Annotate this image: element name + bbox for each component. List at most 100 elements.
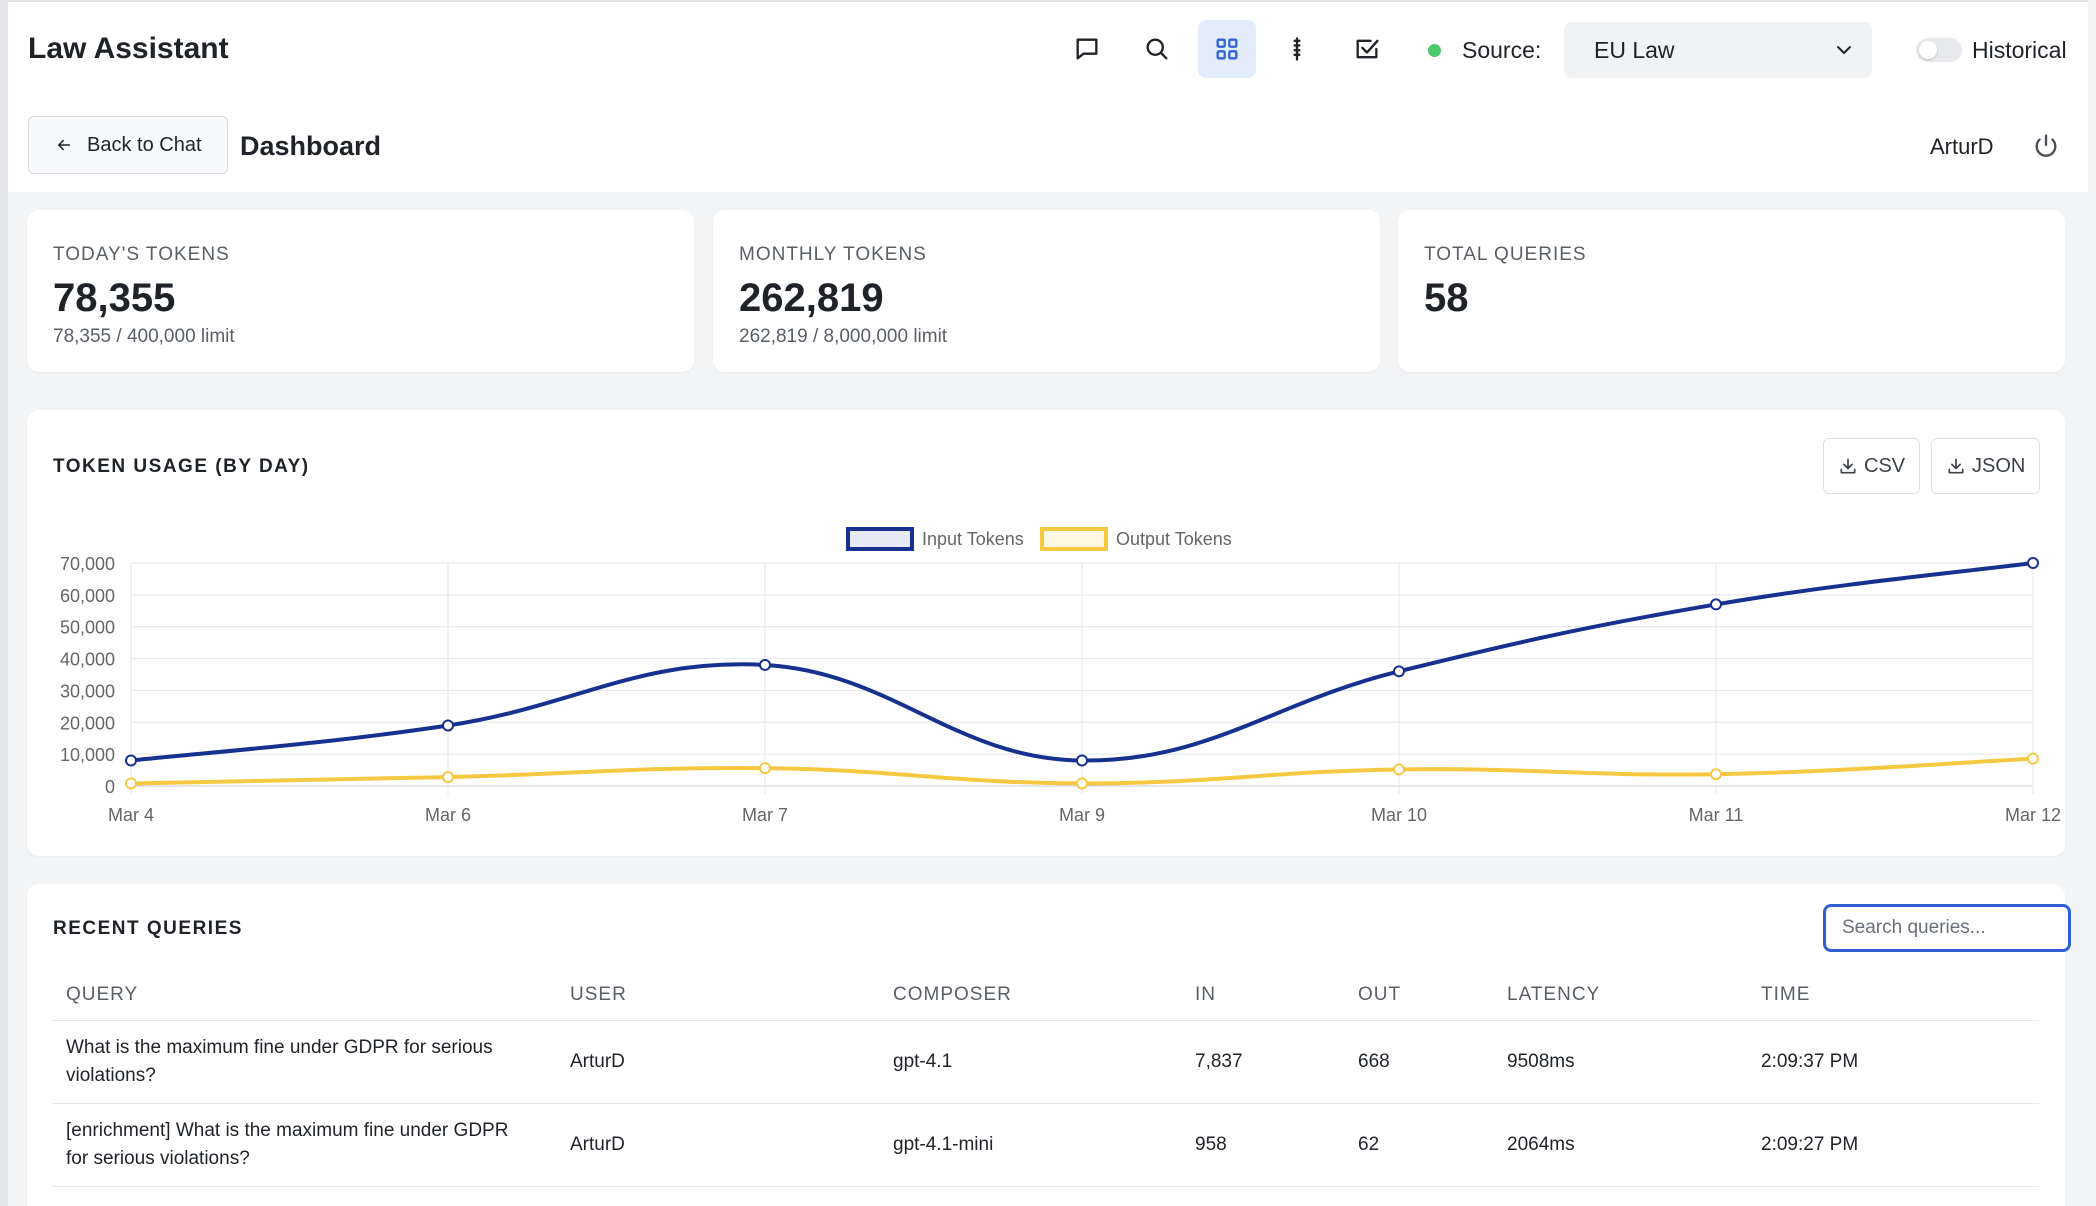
page-title: Dashboard <box>240 131 382 161</box>
data-point <box>125 777 137 790</box>
row-divider <box>53 1103 2039 1104</box>
vertical-list-icon <box>1293 37 1301 61</box>
query-text: [enrichment] What is the maximum fine un… <box>66 1117 508 1173</box>
query-text-line: [enrichment] What is the maximum fine un… <box>66 1120 509 1141</box>
chat-bubble-icon <box>1076 38 1098 60</box>
column-header-latency[interactable]: LATENCY <box>1507 984 1601 1005</box>
top-bar: Law Assistant Source: EU Law Historical … <box>8 0 2088 192</box>
column-header-out[interactable]: OUT <box>1358 984 1402 1005</box>
y-tick-label: 30,000 <box>60 681 115 701</box>
x-tick-label: Mar 7 <box>742 805 788 825</box>
time-cell: 2:09:27 PM <box>1761 1134 1859 1155</box>
stat-label: TOTAL QUERIES <box>1424 244 1587 265</box>
grid-icon <box>1216 38 1238 60</box>
in-cell: 7,837 <box>1195 1051 1243 1072</box>
data-point <box>1710 598 1722 611</box>
user-cell: ArturD <box>570 1051 625 1072</box>
token-usage-card: TOKEN USAGE (BY DAY) CSV JSON 70,000 60,0… <box>27 410 2065 856</box>
y-tick-label: 70,000 <box>60 554 115 574</box>
source-select-value: EU Law <box>1594 36 1675 63</box>
query-text-line: What is the maximum fine under GDPR for … <box>66 1037 493 1058</box>
column-header-user[interactable]: USER <box>570 984 627 1005</box>
data-point <box>1076 754 1088 767</box>
column-header-in[interactable]: IN <box>1195 984 1216 1005</box>
app-title: Law Assistant <box>28 32 229 65</box>
stat-limit: 262,819 / 8,000,000 limit <box>739 326 948 347</box>
x-tick-label: Mar 12 <box>2005 805 2061 825</box>
stat-card-today: TODAY'S TOKENS 78,355 78,355 / 400,000 l… <box>27 210 694 372</box>
data-point <box>1076 777 1088 790</box>
time-cell: 2:09:37 PM <box>1761 1051 1859 1072</box>
legend-swatch <box>1040 527 1108 551</box>
y-tick-label: 10,000 <box>60 745 115 765</box>
column-header-time[interactable]: TIME <box>1761 984 1811 1005</box>
composer-cell: gpt-4.1 <box>893 1051 953 1072</box>
stat-value: 58 <box>1424 276 1469 320</box>
csv-download-button[interactable]: CSV <box>1823 438 1921 494</box>
toggle-knob <box>1919 41 1937 59</box>
stat-limit: 78,355 / 400,000 limit <box>53 326 235 347</box>
y-tick-label: 40,000 <box>60 650 115 670</box>
stat-value: 262,819 <box>739 276 884 320</box>
x-tick-label: Mar 11 <box>1689 805 1744 825</box>
x-tick-label: Mar 10 <box>1371 805 1427 825</box>
token-usage-title: TOKEN USAGE (BY DAY) <box>53 456 310 477</box>
stat-value: 78,355 <box>53 276 176 320</box>
power-icon[interactable] <box>2032 132 2060 160</box>
source-select[interactable]: EU Law <box>1564 22 1872 78</box>
query-text-line: violations? <box>66 1065 156 1086</box>
legend-label: Output Tokens <box>1116 529 1232 549</box>
data-point <box>442 719 454 732</box>
dashboard-nav-button[interactable] <box>1198 20 1256 78</box>
stat-label: TODAY'S TOKENS <box>53 244 230 265</box>
back-to-chat-button[interactable]: Back to Chat <box>28 116 228 174</box>
data-point <box>2027 557 2039 569</box>
list-nav-button[interactable] <box>1268 20 1326 78</box>
back-to-chat-label: Back to Chat <box>87 133 202 156</box>
tasks-nav-button[interactable] <box>1338 20 1396 78</box>
stat-label: MONTHLY TOKENS <box>739 244 927 265</box>
token-usage-chart: 70,000 60,000 50,000 40,000 30,000 20,000 10,0… <box>60 527 2061 825</box>
data-point <box>2027 752 2039 765</box>
chevron-down-icon <box>1837 46 1851 54</box>
y-tick-label: 20,000 <box>60 713 115 733</box>
json-label: JSON <box>1972 454 2026 477</box>
user-name: ArturD <box>1930 134 1994 159</box>
stat-card-monthly: MONTHLY TOKENS 262,819 262,819 / 8,000,0… <box>713 210 1380 372</box>
chat-nav-button[interactable] <box>1058 20 1116 78</box>
data-point <box>759 658 771 671</box>
out-cell: 668 <box>1358 1051 1390 1072</box>
query-text: What is the maximum fine under GDPR for … <box>66 1034 493 1090</box>
search-icon <box>1146 38 1168 60</box>
legend-label: Input Tokens <box>922 529 1024 549</box>
column-header-query[interactable]: QUERY <box>66 984 139 1005</box>
y-tick-label: 60,000 <box>60 586 115 606</box>
query-text-line: for serious violations? <box>66 1148 250 1169</box>
historical-toggle[interactable] <box>1916 38 1962 62</box>
composer-cell: gpt-4.1-mini <box>893 1134 994 1155</box>
arrow-left-icon <box>58 139 70 151</box>
search-nav-button[interactable] <box>1128 20 1186 78</box>
search-queries-input[interactable] <box>1823 904 2071 952</box>
recent-queries-title: RECENT QUERIES <box>53 918 243 939</box>
status-dot <box>1428 44 1441 57</box>
in-cell: 958 <box>1195 1134 1227 1155</box>
historical-label: Historical <box>1972 37 2067 63</box>
window-edge <box>0 0 8 1206</box>
x-tick-label: Mar 4 <box>108 805 154 825</box>
recent-queries-card: RECENT QUERIES QUERY USER COMPOSER IN OU… <box>27 884 2071 1206</box>
latency-cell: 2064ms <box>1507 1134 1575 1155</box>
column-header-composer[interactable]: COMPOSER <box>893 984 1012 1005</box>
data-point <box>759 762 771 775</box>
data-point <box>1710 768 1722 781</box>
json-download-button[interactable]: JSON <box>1931 438 2041 494</box>
row-divider <box>53 1186 2039 1187</box>
source-label: Source: <box>1462 37 1542 63</box>
y-tick-label: 50,000 <box>60 618 115 638</box>
row-divider <box>53 1020 2039 1021</box>
csv-label: CSV <box>1864 454 1906 477</box>
data-point <box>1393 763 1405 776</box>
legend-swatch <box>846 527 914 551</box>
stat-card-queries: TOTAL QUERIES 58 <box>1398 210 2065 372</box>
